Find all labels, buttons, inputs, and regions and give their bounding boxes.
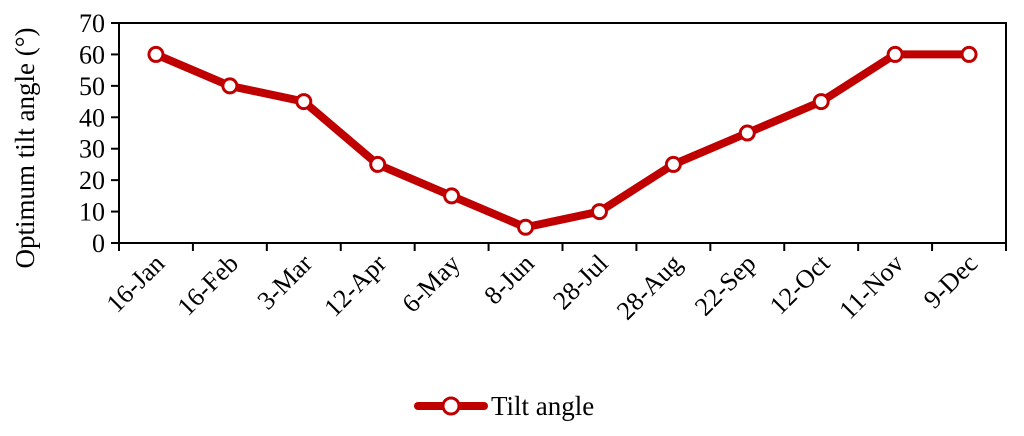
data-point [147, 45, 165, 63]
x-tick-label: 28-Aug [611, 249, 688, 326]
y-tick-label: 20 [79, 166, 105, 195]
legend-label: Tilt angle [491, 391, 594, 421]
x-tick-label: 28-Jul [547, 249, 613, 315]
y-tick-label: 70 [79, 9, 105, 38]
legend-marker [441, 396, 461, 416]
y-tick-label: 0 [92, 229, 105, 258]
data-point [295, 93, 313, 111]
y-tick-label: 30 [79, 135, 105, 164]
data-point [812, 93, 830, 111]
legend: Tilt angle [414, 391, 594, 421]
y-axis-label: Optimum tilt angle (°) [10, 27, 40, 268]
x-tick-label: 6-May [396, 249, 466, 319]
data-point [886, 45, 904, 63]
data-point [369, 155, 387, 173]
x-tick-label: 9-Dec [918, 249, 983, 314]
y-tick-label: 60 [79, 40, 105, 69]
y-tick-label: 10 [79, 198, 105, 227]
data-point [664, 155, 682, 173]
y-tick-label: 50 [79, 72, 105, 101]
y-tick-label: 40 [79, 103, 105, 132]
x-tick-label: 16-Jan [101, 249, 171, 319]
x-tick-label: 12-Apr [318, 248, 392, 322]
data-point [221, 77, 239, 95]
x-tick-label: 22-Sep [689, 249, 762, 322]
series [147, 45, 978, 236]
x-ticks: 16-Jan 16-Feb 3-Mar 12-Apr 6-May 8-Jun 28-Jul2… [101, 243, 1007, 326]
data-point [517, 218, 535, 236]
x-tick-label: 12-Oct [764, 248, 836, 320]
x-tick-label: 3-Mar [252, 249, 319, 316]
data-point [590, 203, 608, 221]
x-tick-label: 16-Feb [172, 249, 245, 322]
x-tick-label: 11-Nov [833, 249, 909, 325]
plot-area [118, 22, 1007, 244]
data-point [960, 45, 978, 63]
x-tick-label: 8-Jun [478, 249, 539, 310]
series-line [152, 50, 973, 232]
data-point [443, 187, 461, 205]
data-point [738, 124, 756, 142]
